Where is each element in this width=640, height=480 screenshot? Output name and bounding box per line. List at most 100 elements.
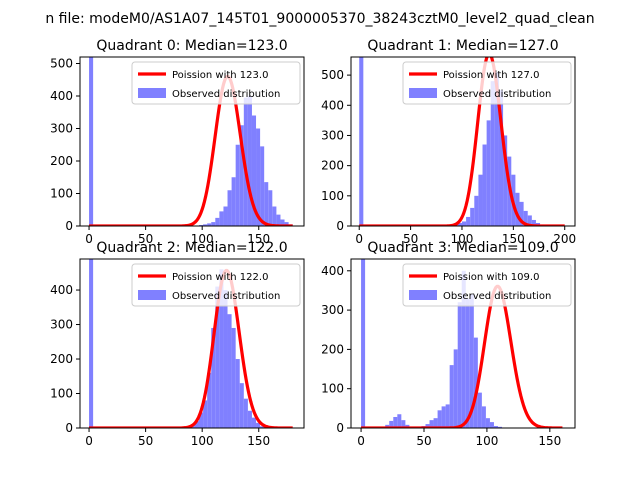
panel-quadrant-0: Quadrant 0: Median=123.0 0 50 100 150 0 100 200…	[50, 38, 305, 246]
y-tick-label: 100	[50, 187, 73, 201]
x-tick-label: 50	[138, 232, 153, 246]
histogram-bar	[493, 426, 498, 428]
histogram-bar	[247, 96, 252, 226]
histogram-bar	[389, 420, 394, 428]
y-tick-label: 100	[321, 382, 344, 396]
histogram-bar	[231, 327, 236, 428]
y-tick-label: 500	[321, 68, 344, 82]
histogram-bars	[89, 259, 273, 428]
histogram-bar	[211, 222, 216, 226]
histogram-bar	[194, 421, 200, 428]
legend-bar-swatch	[138, 88, 166, 98]
plot-area	[88, 259, 294, 428]
legend-bar-swatch	[409, 290, 437, 300]
histogram-bar	[449, 365, 454, 428]
panel-quadrant-2: Quadrant 2: Median=122.0 0 50 100 150 0 100 200…	[50, 240, 305, 448]
legend-label-observed: Observed distribution	[172, 89, 280, 100]
histogram-bar	[457, 302, 462, 428]
y-tick-label: 300	[321, 303, 344, 317]
y-tick-label: 400	[321, 264, 344, 278]
histogram-bar	[223, 206, 228, 226]
histogram-bar	[473, 337, 478, 428]
histogram-bar	[425, 424, 430, 428]
x-tick-label: 150	[502, 232, 525, 246]
histogram-bar	[243, 398, 248, 428]
histogram-bar	[489, 422, 494, 428]
y-tick-label: 300	[321, 128, 344, 142]
y-tick-label: 400	[50, 283, 73, 297]
histogram-bar	[477, 392, 482, 428]
histogram-bar	[239, 383, 244, 428]
x-tick-label: 200	[553, 232, 576, 246]
histogram-bar	[276, 214, 281, 226]
poisson-curve	[88, 268, 294, 428]
axes-frame	[350, 56, 576, 227]
histogram-bar	[466, 216, 471, 226]
histogram-bar	[485, 418, 490, 428]
histogram-bar	[251, 417, 257, 428]
x-tick-label: 100	[451, 232, 474, 246]
histogram-bar	[235, 144, 240, 226]
legend-label-poisson: Poission with 123.0	[172, 70, 268, 81]
legend: Poission with 127.0 Observed distribution	[402, 61, 572, 105]
histogram-bar	[223, 290, 228, 428]
histogram-bar	[519, 201, 524, 226]
histogram-bar	[239, 125, 244, 226]
x-tick-label: 0	[355, 232, 363, 246]
histogram-bar	[453, 349, 458, 428]
legend-box	[131, 61, 301, 105]
histogram-bar	[207, 223, 212, 226]
x-tick-label: 50	[416, 434, 431, 448]
x-tick-label: 150	[247, 232, 270, 246]
histogram-bar	[227, 190, 232, 226]
panel-title: Quadrant 0: Median=123.0	[96, 38, 287, 54]
legend-box	[402, 263, 572, 307]
histogram-bar	[437, 410, 442, 428]
histogram-bar	[523, 210, 528, 226]
histogram-bar	[497, 426, 503, 428]
histogram-bar	[231, 177, 236, 226]
histogram-bar	[219, 269, 224, 428]
histogram-bar	[247, 410, 252, 428]
histogram-bar	[280, 219, 285, 226]
histogram-bar	[235, 359, 240, 428]
legend: Poission with 122.0 Observed distribution	[131, 263, 301, 307]
y-tick-label: 0	[336, 219, 344, 233]
histogram-bar	[478, 174, 483, 226]
histogram-bars	[361, 259, 507, 428]
legend-label-observed: Observed distribution	[172, 291, 280, 302]
panel-quadrant-3: Quadrant 3: Median=109.0 0 50 100 150 0 100 200…	[321, 240, 576, 448]
histogram-bar	[89, 57, 94, 226]
histogram-bar	[470, 207, 475, 226]
histogram-bar	[433, 418, 438, 428]
histogram-bar	[481, 406, 486, 428]
poisson-curve	[360, 284, 563, 428]
histogram-bar	[264, 182, 269, 226]
y-tick-label: 300	[50, 318, 73, 332]
histogram-bar	[531, 219, 536, 226]
legend-label-observed: Observed distribution	[443, 291, 551, 302]
y-tick-label: 200	[321, 159, 344, 173]
histogram-bar	[256, 128, 261, 226]
plot-area	[358, 57, 566, 226]
legend-label-observed: Observed distribution	[443, 89, 551, 100]
histogram-bar	[361, 259, 366, 428]
histogram-bar	[465, 298, 470, 428]
y-tick-label: 100	[321, 189, 344, 203]
histogram-bar	[441, 406, 446, 428]
poisson-curve	[358, 57, 566, 226]
histogram-bar	[397, 414, 402, 428]
x-tick-label: 0	[357, 434, 365, 448]
y-tick-label: 200	[50, 352, 73, 366]
histogram-bar	[486, 120, 491, 226]
histogram-bar	[203, 224, 208, 226]
histogram-bar	[494, 72, 499, 226]
axes-frame	[79, 258, 305, 429]
x-tick-label: 100	[475, 434, 498, 448]
legend-label-poisson: Poission with 127.0	[443, 70, 539, 81]
histogram-bar	[401, 420, 406, 428]
histogram-bar	[482, 144, 487, 226]
plot-area	[360, 259, 563, 428]
x-tick-label: 100	[191, 232, 214, 246]
